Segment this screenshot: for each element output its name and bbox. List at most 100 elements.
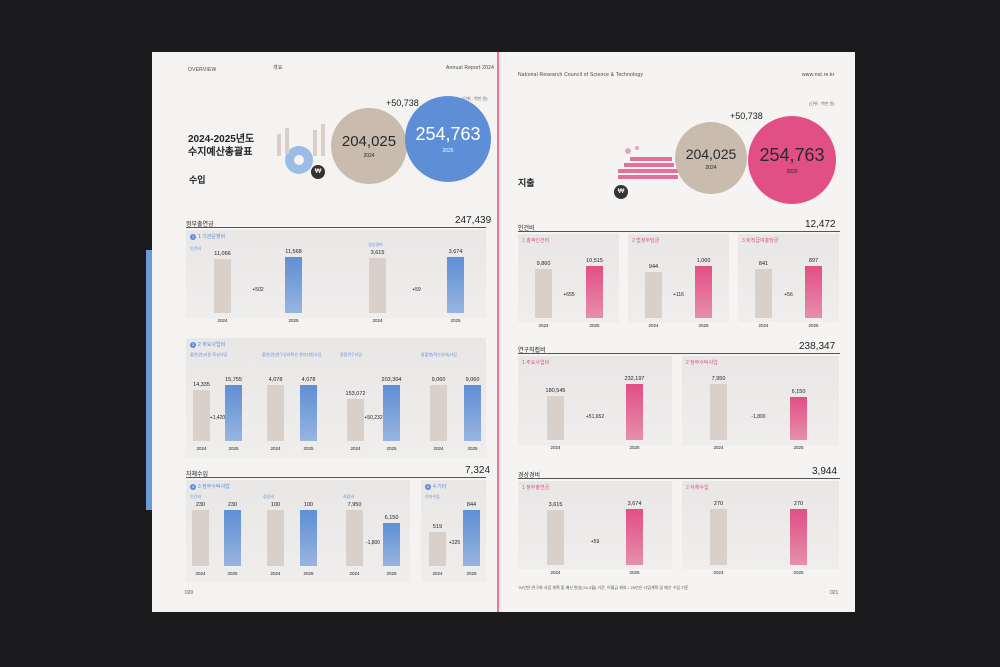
page-number-left: 020 [185, 590, 194, 596]
bar-0-1-2024 [369, 257, 386, 313]
footnote: '24년은 연구회 사업 계획 및 예산 편성('24.3월) 기준, 이월금 … [518, 585, 689, 590]
bar-value-label: 6,150 [384, 514, 399, 521]
title-line-1: 2024-2025년도 [188, 134, 255, 145]
diff-label: +50,232 [364, 415, 383, 421]
label-diffusion: 출연(연)연구성과확산·관리지원사업 [262, 352, 322, 357]
x-tick-label: 2025 [698, 323, 709, 328]
diff-label: +59 [590, 539, 600, 545]
bar-2-1-2025 [300, 510, 317, 566]
diff-label: -1,800 [365, 540, 381, 546]
x-tick-label: 2025 [629, 570, 640, 575]
bar-5-1-2024 [710, 384, 727, 440]
panel-operating-gov-head: 1 정부출연금 [522, 485, 550, 491]
section-research-direct: 연구직접비 [518, 348, 546, 354]
page-number-right: 021 [830, 590, 839, 596]
section-operating: 경상경비 [518, 473, 541, 479]
diff-label: +51,652 [585, 414, 605, 420]
label-personnel: 인건비 [190, 246, 202, 251]
bar-2-0-2025 [224, 510, 241, 566]
bar-value-label: 15,755 [225, 377, 242, 383]
circle-2025-value: 254,763 [759, 145, 825, 165]
bar-value-label: 9,060 [431, 377, 446, 383]
diff-label: +655 [563, 292, 575, 298]
bar-value-label: 230 [227, 502, 238, 508]
x-tick-label: 2024 [372, 318, 383, 323]
bar-value-label: 9,860 [536, 261, 551, 268]
x-tick-label: 2025 [629, 445, 640, 450]
circle-2024-year: 2024 [363, 153, 375, 159]
circle-2024-expense: 204,025 2024 [675, 122, 747, 194]
panel-research-commissioned [682, 356, 839, 446]
label-own-expense: 경상비 [263, 494, 275, 499]
section-gov-total: 247,439 [455, 215, 492, 226]
bar-1-1-2024 [267, 385, 284, 441]
circle-2025-year: 2025 [786, 169, 798, 175]
label-interest: 이자수입 [425, 494, 440, 499]
page-title: 2024-2025년도 수지예산총괄표 [188, 133, 254, 159]
panel-statutory [628, 234, 729, 322]
x-tick-label: 2025 [466, 571, 477, 576]
x-tick-label: 2024 [713, 570, 724, 575]
x-tick-label: 2025 [228, 446, 239, 451]
bar-value-label: 6,150 [791, 388, 806, 395]
x-tick-label: 2024 [195, 571, 206, 576]
bar-value-label: 270 [713, 501, 724, 507]
bar-1-2-2024 [347, 398, 364, 441]
x-tick-label: 2025 [227, 571, 238, 576]
bar-value-label: 100 [303, 502, 314, 508]
x-tick-label: 2024 [550, 570, 561, 575]
panel-operating-own-head: 2 자체수입 [686, 485, 709, 491]
bar-1-0-2024 [193, 390, 210, 441]
bar-value-label: 100 [270, 502, 281, 508]
bar-4-0-2025 [586, 266, 603, 318]
x-tick-label: 2024 [713, 445, 724, 450]
bar-value-label: 10,515 [586, 258, 603, 264]
x-tick-label: 2024 [270, 571, 281, 576]
bar-value-label: 897 [808, 258, 819, 264]
circle-2025-income: 254,763 2025 [405, 96, 491, 182]
bar-0-0-2024 [214, 259, 231, 313]
bar-1-2-2025 [383, 385, 400, 441]
header-annual-report: Annual Report 2024 [446, 65, 495, 71]
circle-2024-year: 2024 [705, 164, 717, 171]
bar-6-1-2025 [790, 509, 807, 565]
bar-value-label: 14,335 [193, 382, 210, 389]
bar-6-0-2025 [626, 509, 643, 565]
bar-value-label: 3,615 [370, 249, 385, 256]
won-coin-icon: ₩ [311, 165, 325, 179]
panel-operating [186, 230, 486, 318]
x-tick-label: 2025 [450, 318, 461, 323]
panel-retirement-head: 3 퇴직급여충당금 [742, 238, 779, 244]
section-personnel: 인건비 [518, 226, 535, 232]
circle-2025-year: 2025 [442, 148, 454, 154]
label-innovation: 창출형(혁신성과)사업 [421, 352, 457, 357]
gear-chart-illustration [277, 124, 325, 174]
bar-value-label: 519 [432, 523, 443, 530]
bar-2-2-2025 [383, 522, 400, 566]
bar-5-0-2024 [547, 396, 564, 440]
bar-value-label: 11,568 [285, 249, 302, 255]
section-expense: 지출 [518, 178, 535, 188]
bar-0-0-2025 [285, 257, 302, 313]
bar-5-0-2025 [626, 384, 643, 440]
x-tick-label: 2025 [467, 446, 478, 451]
x-tick-label: 2024 [196, 446, 207, 451]
bar-value-label: 841 [758, 261, 769, 268]
x-tick-label: 2025 [793, 445, 804, 450]
x-tick-label: 2025 [303, 446, 314, 451]
label-expenses: 경상경비 [368, 242, 383, 247]
circle-2024-value: 204,025 [341, 133, 397, 150]
bar-1-3-2024 [430, 385, 447, 441]
x-tick-label: 2025 [386, 571, 397, 576]
label-support: 출연(연)지원·육성사업 [190, 352, 228, 357]
won-coin-icon: ₩ [614, 185, 628, 199]
bar-2-1-2024 [267, 510, 284, 566]
diff-label: +116 [673, 292, 684, 298]
divider [186, 477, 486, 478]
diff-label: +502 [252, 287, 264, 293]
x-tick-label: 2024 [217, 318, 228, 323]
bar-value-label: 944 [648, 263, 659, 270]
divider [186, 227, 486, 228]
